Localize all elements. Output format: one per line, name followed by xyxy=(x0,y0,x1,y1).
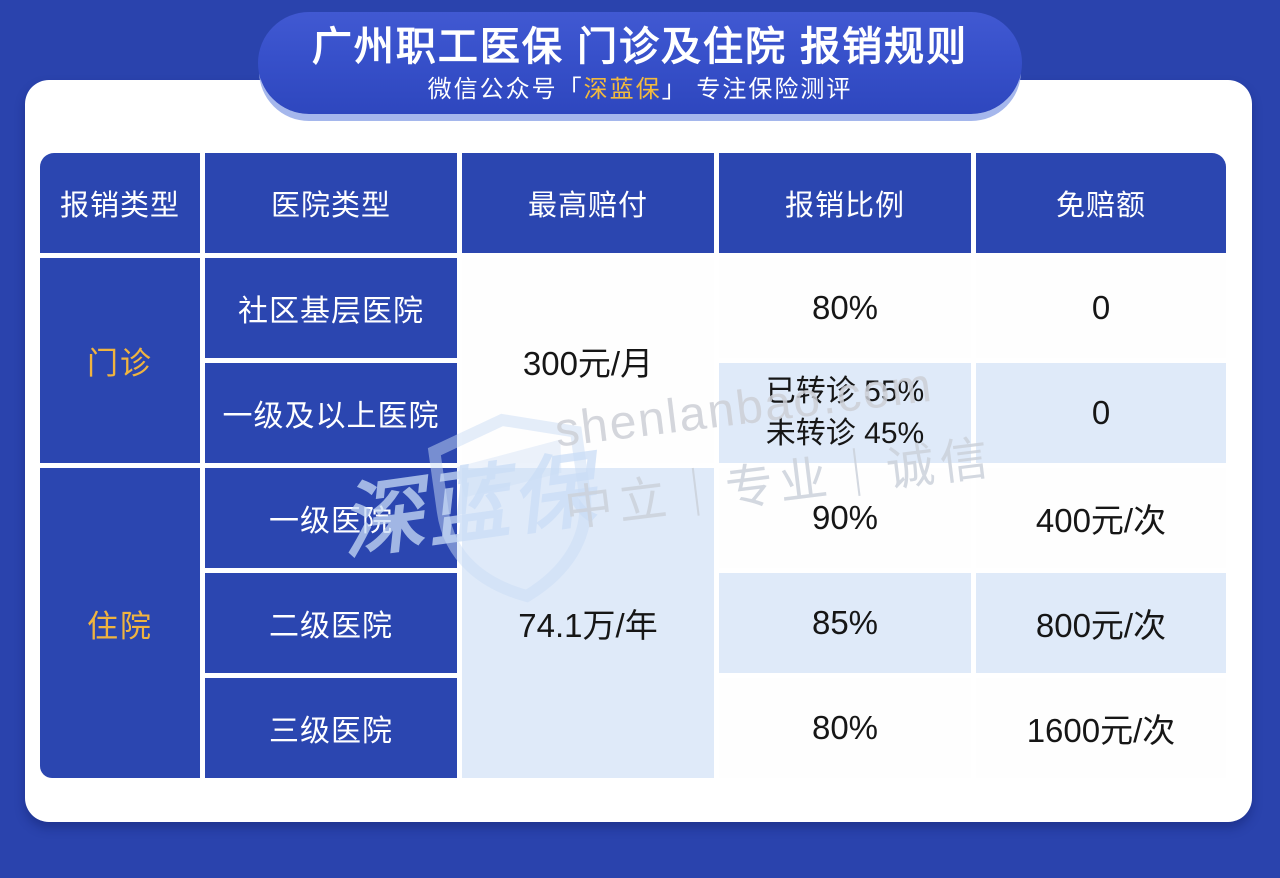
ratio-unreferred: 未转诊 45% xyxy=(765,417,925,450)
page-title: 广州职工医保 门诊及住院 报销规则 xyxy=(311,25,969,69)
subtitle-suffix: 」 专注保险测评 xyxy=(661,76,853,103)
cell-deductible-level2: 800元/次 xyxy=(976,573,1226,673)
table-row: 门诊 社区基层医院 300元/月 80% 0 xyxy=(40,258,1226,463)
table-row: 三级医院 80% 1600元/次 xyxy=(40,678,1226,778)
cell-deductible-community: 0 xyxy=(976,258,1226,358)
cell-type-inpatient: 住院 xyxy=(40,468,200,778)
table-header-row: 报销类型 医院类型 最高赔付 报销比例 免赔额 xyxy=(40,153,1226,253)
header-deductible: 免赔额 xyxy=(976,153,1226,253)
cell-ratio-level1: 90% xyxy=(719,468,971,568)
cell-hospital-level1: 一级医院 xyxy=(205,468,457,568)
cell-ratio-level3: 80% xyxy=(719,678,971,778)
table-row: 住院 一级医院 74.1万/年 90% 400元/次 xyxy=(40,468,1226,778)
table-row: 一级及以上医院 已转诊 55% 未转诊 45% 0 xyxy=(40,363,1226,463)
page-subtitle: 微信公众号「深蓝保」 专注保险测评 xyxy=(258,75,1022,105)
ratio-referred: 已转诊 55% xyxy=(765,375,925,408)
brand-name: 深蓝保 xyxy=(583,76,662,103)
cell-ratio-level1plus: 已转诊 55% 未转诊 45% xyxy=(719,363,971,463)
cell-deductible-level1: 400元/次 xyxy=(976,468,1226,568)
cell-hospital-level1plus: 一级及以上医院 xyxy=(205,363,457,463)
cell-ratio-level2: 85% xyxy=(719,573,971,673)
title-banner: 广州职工医保 门诊及住院 报销规则 微信公众号「深蓝保」 专注保险测评 xyxy=(258,12,1022,114)
table-row: 二级医院 85% 800元/次 xyxy=(40,573,1226,673)
cell-deductible-level3: 1600元/次 xyxy=(976,678,1226,778)
cell-hospital-community: 社区基层医院 xyxy=(205,258,457,358)
cell-maxpay-outpatient: 300元/月 xyxy=(462,258,714,463)
cell-type-outpatient: 门诊 xyxy=(40,258,200,463)
header-max-payout: 最高赔付 xyxy=(462,153,714,253)
reimbursement-rules-table: 报销类型 医院类型 最高赔付 报销比例 免赔额 门诊 社区基层医院 300元/月… xyxy=(35,148,1231,783)
header-reimbursement-type: 报销类型 xyxy=(40,153,200,253)
header-hospital-type: 医院类型 xyxy=(205,153,457,253)
cell-hospital-level3: 三级医院 xyxy=(205,678,457,778)
cell-ratio-community: 80% xyxy=(719,258,971,358)
cell-maxpay-inpatient: 74.1万/年 xyxy=(462,468,714,778)
cell-deductible-level1plus: 0 xyxy=(976,363,1226,463)
subtitle-prefix: 微信公众号「 xyxy=(427,76,584,103)
cell-hospital-level2: 二级医院 xyxy=(205,573,457,673)
header-reimbursement-ratio: 报销比例 xyxy=(719,153,971,253)
